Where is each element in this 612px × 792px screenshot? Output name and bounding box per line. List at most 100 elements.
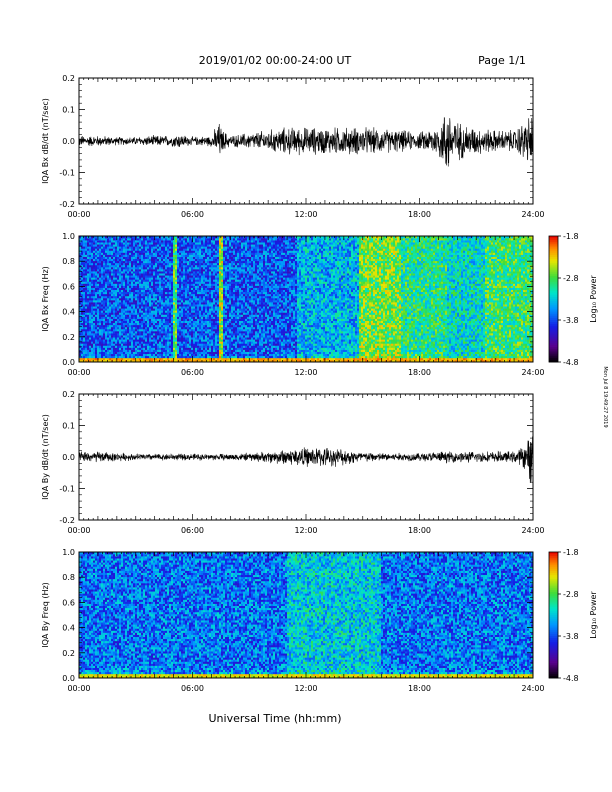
spectrogram-cell <box>143 316 146 319</box>
spectrogram-cell <box>165 262 168 266</box>
spectrogram-cell <box>171 275 174 278</box>
spectrogram-cell <box>227 318 230 321</box>
spectrogram-cell <box>205 353 208 357</box>
spectrogram-cell <box>203 314 206 317</box>
spectrogram-cell <box>91 258 94 262</box>
spectrogram-cell <box>163 347 166 350</box>
spectrogram-cell <box>145 337 148 340</box>
spectrogram-cell <box>101 306 104 309</box>
spectrogram-cell <box>151 256 154 260</box>
spectrogram-cell <box>173 248 176 251</box>
spectrogram-cell <box>103 256 106 260</box>
spectrogram-cell <box>95 283 98 286</box>
spectrogram-cell <box>183 351 186 355</box>
spectrogram-cell <box>199 347 202 350</box>
spectrogram-cell <box>127 248 130 251</box>
spectrogram-cell <box>115 314 118 317</box>
spectrogram-cell <box>99 295 102 299</box>
spectrogram-cell <box>187 318 190 321</box>
spectrogram-cell <box>169 333 172 336</box>
spectrogram-cell <box>157 314 160 317</box>
spectrogram-cell <box>171 297 174 301</box>
spectrogram-cell <box>113 279 116 282</box>
spectrogram-cell <box>191 283 194 286</box>
spectrogram-cell <box>161 246 164 249</box>
spectrogram-cell <box>157 306 160 309</box>
spectrogram-cell <box>179 252 182 255</box>
spectrogram-cell <box>205 345 208 348</box>
spectrogram-cell <box>95 353 98 357</box>
spectrogram-cell <box>97 281 100 284</box>
spectrogram-cell <box>113 281 116 284</box>
spectrogram-cell <box>109 236 112 239</box>
spectrogram-cell <box>185 333 188 336</box>
spectrogram-cell <box>103 266 106 270</box>
spectrogram-cell <box>121 322 124 326</box>
spectrogram-cell <box>131 256 134 260</box>
spectrogram-cell <box>91 262 94 266</box>
spectrogram-cell <box>219 312 222 315</box>
spectrogram-cell <box>139 347 142 350</box>
spectrogram-cell <box>189 355 192 359</box>
spectrogram-cell <box>113 248 116 251</box>
spectrogram-cell <box>125 349 128 352</box>
spectrogram-cell <box>213 254 216 257</box>
spectrogram-cell <box>145 252 148 255</box>
spectrogram-cell <box>195 295 198 299</box>
spectrogram-cell <box>227 264 230 268</box>
spectrogram-cell <box>137 333 140 336</box>
spectrogram-cell <box>213 357 216 361</box>
spectrogram-cell <box>169 287 172 291</box>
spectrogram-cell <box>161 349 164 352</box>
spectrogram-cell <box>131 357 134 361</box>
spectrogram-cell <box>135 333 138 336</box>
spectrogram-cell <box>219 244 222 247</box>
spectrogram-cell <box>95 326 98 330</box>
spectrogram-cell <box>201 250 204 253</box>
spectrogram-cell <box>99 269 102 272</box>
spectrogram-cell <box>165 306 168 309</box>
spectrogram-cell <box>159 269 162 272</box>
spectrogram-cell <box>215 353 218 357</box>
spectrogram-cell <box>101 281 104 284</box>
spectrogram-cell <box>225 271 228 274</box>
spectrogram-cell <box>163 291 166 295</box>
spectrogram-cell <box>107 262 110 266</box>
spectrogram-cell <box>149 331 152 334</box>
spectrogram-cell <box>147 312 150 315</box>
spectrogram-cell <box>91 246 94 249</box>
spectrogram-cell <box>149 269 152 272</box>
spectrogram-cell <box>121 254 124 257</box>
spectrogram-cell <box>145 291 148 295</box>
spectrogram-cell <box>79 289 82 293</box>
spectrogram-cell <box>89 266 92 270</box>
spectrogram-cell <box>159 308 162 311</box>
spectrogram-cell <box>85 295 88 299</box>
spectrogram-cell <box>115 283 118 286</box>
spectrogram-cell <box>191 310 194 313</box>
spectrogram-cell <box>185 347 188 350</box>
spectrogram-cell <box>155 242 158 245</box>
spectrogram-cell <box>91 306 94 309</box>
spectrogram-cell <box>165 260 168 264</box>
spectrogram-cell <box>135 297 138 301</box>
spectrogram-cell <box>83 246 86 249</box>
spectrogram-cell <box>131 295 134 299</box>
spectrogram-cell <box>91 324 94 328</box>
spectrogram-cell <box>143 318 146 321</box>
spectrogram-cell <box>131 264 134 268</box>
spectrogram-cell <box>223 333 226 336</box>
spectrogram-cell <box>205 320 208 324</box>
spectrogram-cell <box>217 279 220 282</box>
spectrogram-cell <box>227 341 230 344</box>
spectrogram-cell <box>193 349 196 352</box>
spectrogram-cell <box>105 289 108 293</box>
spectrogram-cell <box>133 335 136 338</box>
spectrogram-cell <box>185 273 188 276</box>
spectrogram-cell <box>159 283 162 286</box>
spectrogram-cell <box>161 289 164 293</box>
spectrogram-cell <box>139 306 142 309</box>
spectrogram-cell <box>183 339 186 342</box>
spectrogram-cell <box>229 331 232 334</box>
spectrogram-cell <box>83 244 86 247</box>
